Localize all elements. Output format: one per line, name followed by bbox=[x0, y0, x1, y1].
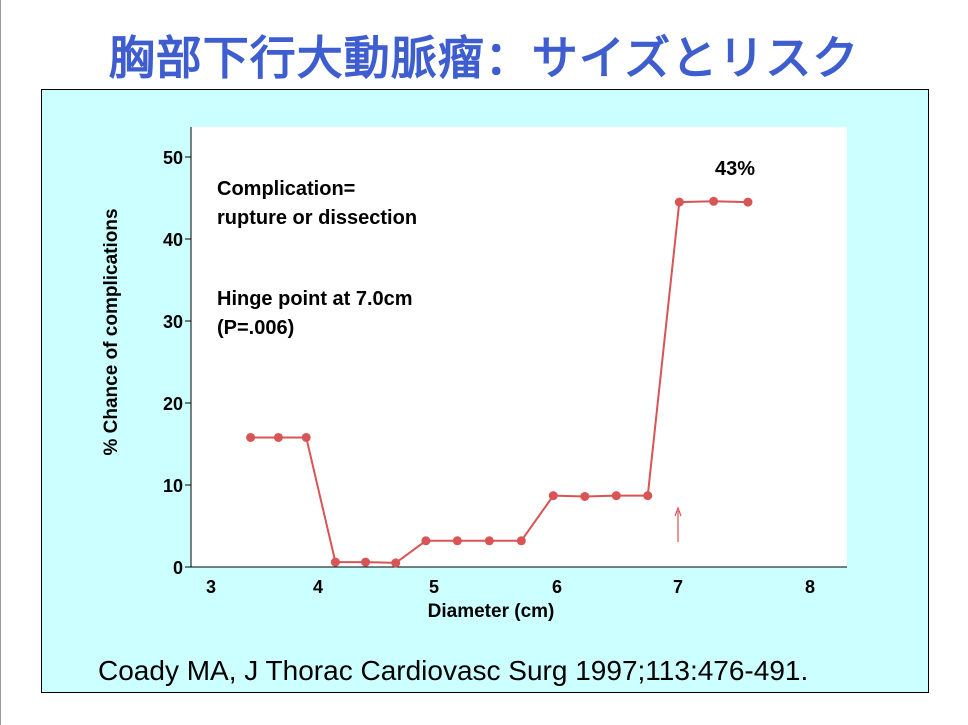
x-tick-label: 7 bbox=[673, 577, 683, 597]
y-tick-label: 0 bbox=[173, 558, 183, 578]
hinge-arrow-head bbox=[674, 506, 682, 517]
data-point bbox=[709, 196, 719, 206]
x-tick-label: 5 bbox=[429, 577, 439, 597]
y-tick-label: 10 bbox=[163, 476, 183, 496]
x-tick-label: 4 bbox=[313, 577, 323, 597]
data-point bbox=[484, 536, 494, 546]
chart-panel: 0 10 20 30 40 50 3 4 5 6 7 8 Diameter (cm) % Chance o… bbox=[41, 89, 929, 693]
plot-area bbox=[191, 127, 847, 567]
data-point bbox=[516, 536, 526, 546]
y-tick-label: 30 bbox=[163, 312, 183, 332]
definition-line-1: Complication= bbox=[217, 178, 356, 200]
data-point bbox=[643, 491, 653, 501]
data-point bbox=[548, 491, 558, 501]
peak-value-label: 43% bbox=[715, 158, 756, 180]
x-axis-label: Diameter (cm) bbox=[428, 601, 555, 622]
series-line bbox=[250, 200, 748, 564]
data-point bbox=[674, 197, 684, 207]
data-point bbox=[611, 491, 621, 501]
hinge-point-line-2: (P=.006) bbox=[217, 317, 295, 339]
data-point bbox=[421, 536, 431, 546]
citation: Coady MA, J Thorac Cardiovasc Surg 1997;… bbox=[98, 655, 809, 686]
data-point bbox=[391, 558, 401, 568]
x-tick-label: 8 bbox=[805, 577, 815, 597]
definition-line-2: rupture or dissection bbox=[217, 207, 418, 229]
data-point bbox=[452, 536, 462, 546]
data-point bbox=[330, 557, 340, 567]
data-point bbox=[246, 432, 256, 442]
y-axis-label: % Chance of complications bbox=[101, 208, 122, 455]
data-point bbox=[580, 491, 590, 501]
data-point bbox=[361, 557, 371, 567]
y-tick-label: 20 bbox=[163, 394, 183, 414]
slide-edge-rule bbox=[0, 0, 1, 725]
data-point bbox=[743, 197, 753, 207]
x-tick-label: 3 bbox=[206, 577, 216, 597]
y-tick-label: 50 bbox=[163, 148, 183, 168]
hinge-point-line-1: Hinge point at 7.0cm bbox=[217, 288, 413, 310]
slide-title: 胸部下行大動脈瘤：サイズとリスク bbox=[108, 31, 860, 85]
line-chart: 0 10 20 30 40 50 3 4 5 6 7 8 Diameter (cm) % Chance o… bbox=[101, 127, 847, 622]
data-point bbox=[301, 432, 311, 442]
y-tick-label: 40 bbox=[163, 230, 183, 250]
data-point bbox=[273, 432, 283, 442]
x-tick-label: 6 bbox=[552, 577, 562, 597]
